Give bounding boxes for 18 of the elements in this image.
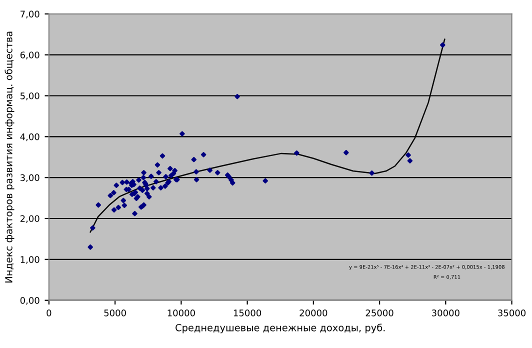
y-tick-label: 7,00: [20, 10, 40, 18]
y-tick-label: 6,00: [20, 52, 40, 60]
y-axis-title: Индекс факторов развития информац. общества: [4, 32, 14, 282]
x-tick-label: 30000: [432, 310, 460, 316]
y-tick-label: 5,00: [20, 92, 40, 100]
x-tick-label: 20000: [300, 310, 328, 316]
x-tick-label: 10000: [168, 310, 195, 316]
x-tick-label: 15000: [234, 310, 262, 316]
x-tick-label: 5000: [104, 310, 126, 316]
y-tick-label: 3,00: [20, 174, 40, 182]
y-tick-label: 2,00: [20, 215, 40, 223]
y-tick-label: 4,00: [20, 133, 40, 142]
x-tick-label: 35000: [498, 310, 526, 316]
y-tick-label: 1,00: [20, 256, 40, 264]
x-axis-title: Среднедушевые денежные доходы, руб.: [176, 324, 385, 334]
x-tick-label: 25000: [366, 310, 394, 316]
x-tick-label: 0: [46, 310, 52, 316]
y-tick-label: 0,00: [20, 297, 40, 305]
